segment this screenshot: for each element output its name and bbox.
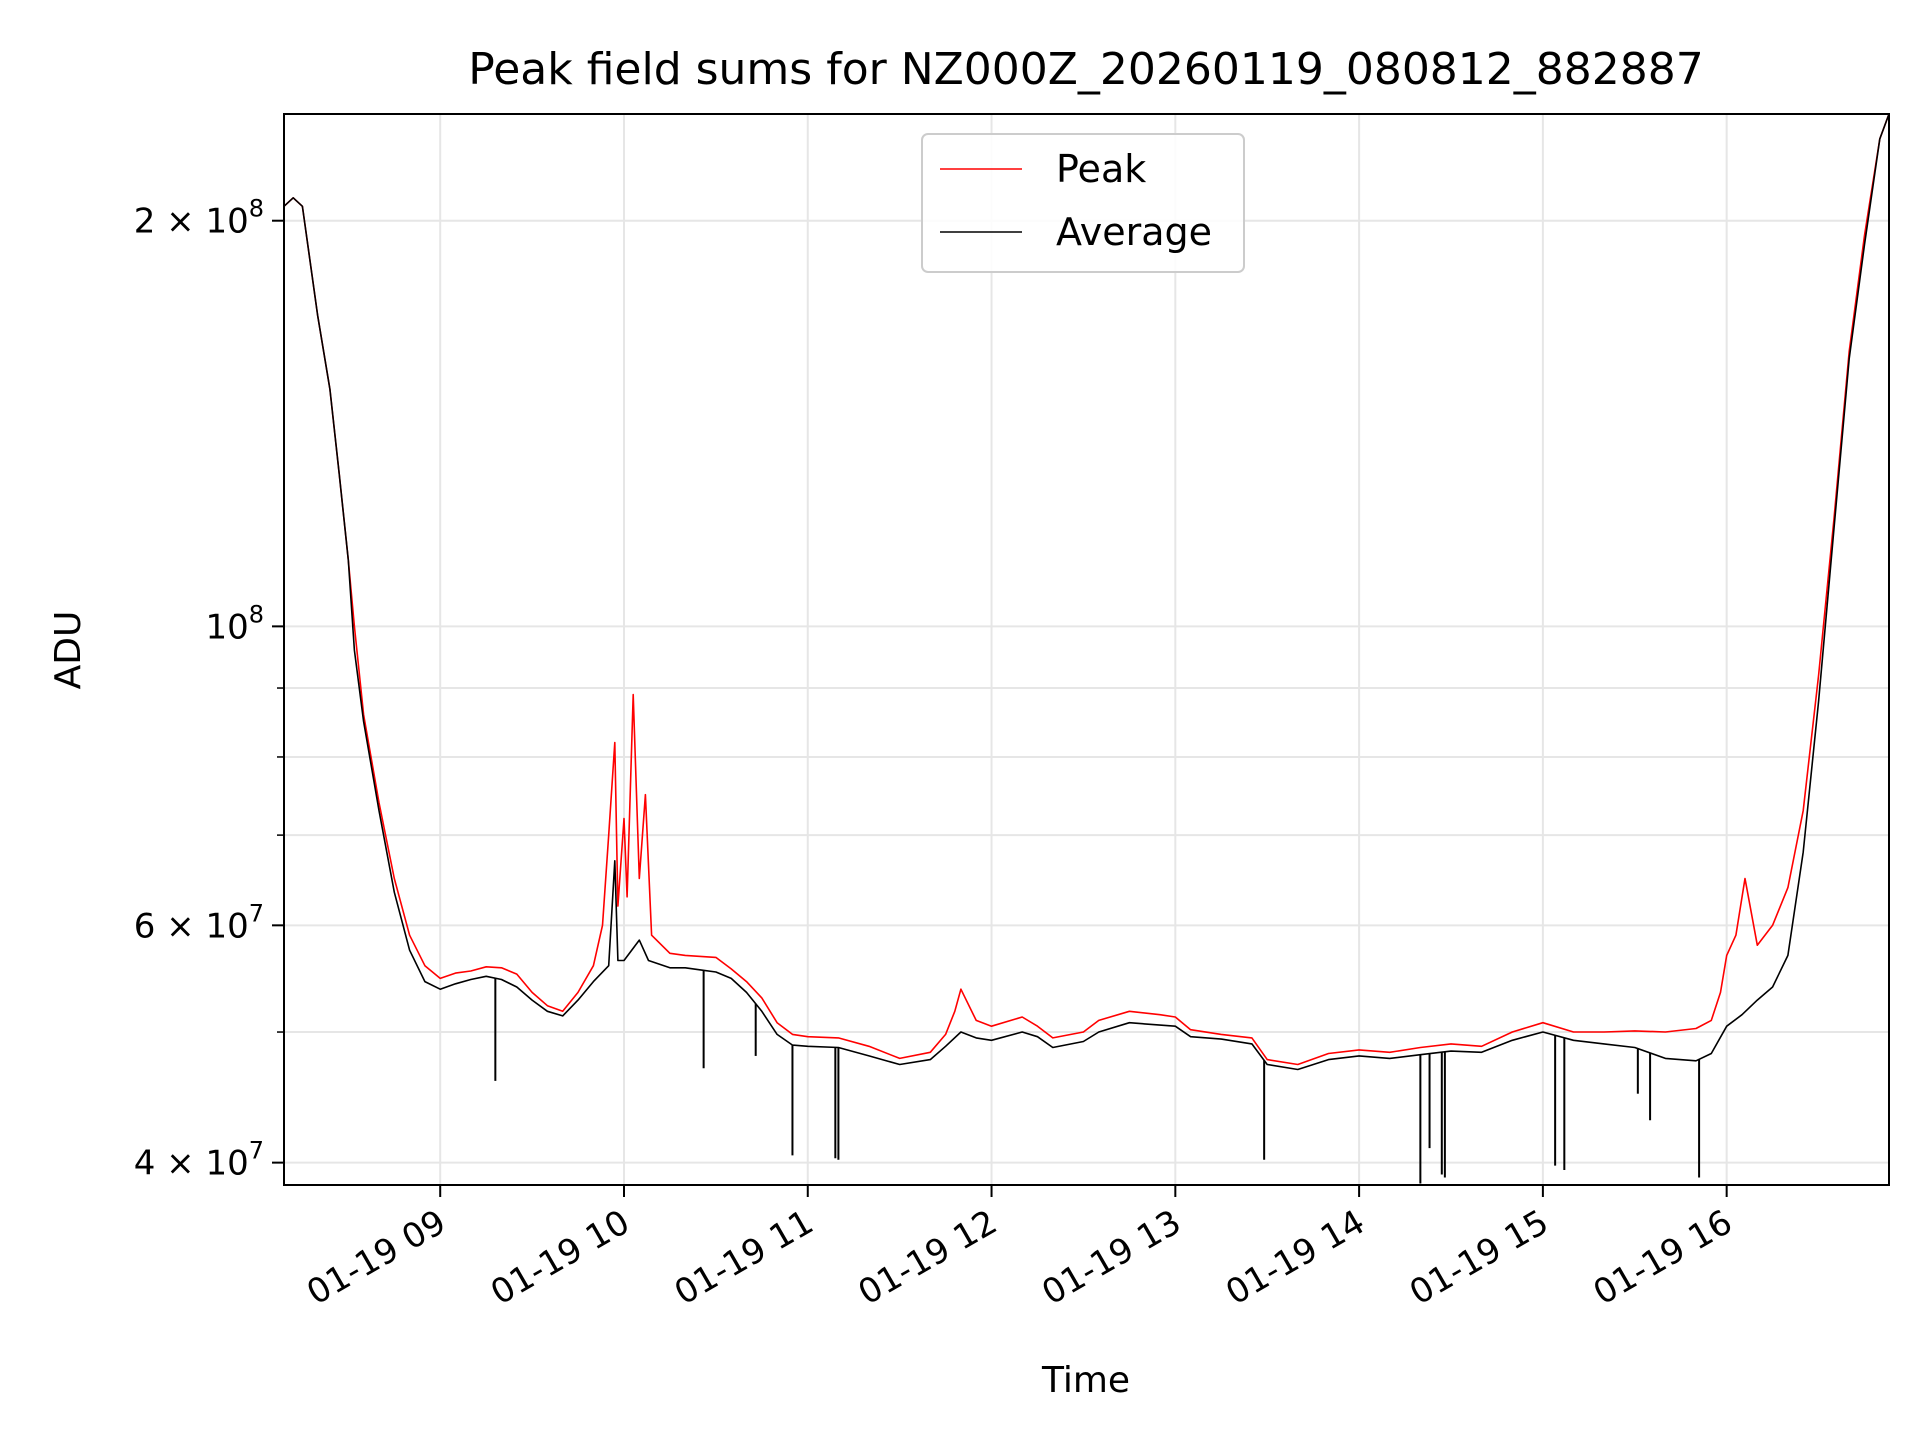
legend-label-peak: Peak: [1056, 147, 1146, 191]
grid-lines: [284, 114, 1889, 1185]
y-tick-label: 108: [205, 600, 264, 647]
series-line-peak: [284, 114, 1889, 1066]
y-tick-label: 2 × 108: [134, 195, 264, 242]
plot-series: [284, 114, 1889, 1184]
chart-title: Peak field sums for NZ000Z_20260119_0808…: [468, 44, 1704, 95]
series-line-average: [284, 114, 1889, 1071]
y-tick-label: 6 × 107: [134, 899, 264, 946]
y-tick-label: 4 × 107: [134, 1137, 264, 1184]
legend-label-average: Average: [1056, 210, 1212, 254]
plot-frame: [283, 113, 1890, 1186]
legend: Peak Average: [921, 133, 1245, 273]
x-axis-title: Time: [1041, 1360, 1130, 1401]
y-axis-title: ADU: [48, 611, 89, 690]
